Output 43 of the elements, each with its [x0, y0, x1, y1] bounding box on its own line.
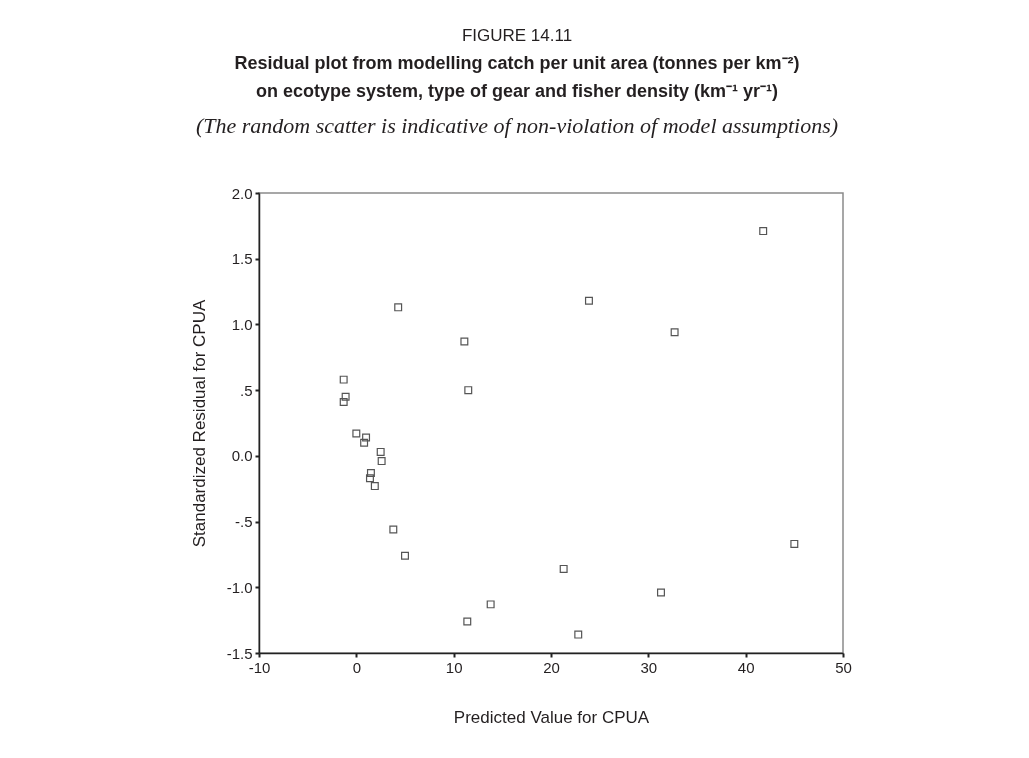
point: [339, 397, 348, 406]
point: [352, 429, 361, 438]
chart-subtitle: (The random scatter is indicative of non-violation of model assumptions): [195, 113, 839, 138]
x-axis-title: Predicted Value for CPUA: [453, 707, 650, 727]
point: [486, 600, 495, 609]
point: [670, 328, 679, 337]
y-tick-label: 0.0: [231, 447, 253, 465]
point: [559, 564, 568, 573]
y-tick-label: -.5: [234, 513, 253, 531]
point: [370, 482, 379, 491]
x-tick-label: 30: [640, 658, 658, 676]
point: [759, 227, 768, 236]
point: [376, 447, 385, 456]
point: [574, 630, 583, 639]
caption: FIGURE 14.11: [461, 26, 573, 45]
point: [394, 303, 403, 312]
y-tick-label: 2.0: [231, 184, 253, 202]
point: [463, 617, 472, 626]
x-tick-label: 10: [445, 658, 463, 676]
chart-title: Residual plot from modelling catch per unit area (tonnes per km⁻²) on ecotype system, type of gear and fisher density (km⁻¹ yr⁻¹): [234, 53, 800, 101]
x-tick-label: 40: [737, 658, 755, 676]
point: [790, 539, 799, 548]
point: [377, 457, 386, 466]
y-tick-label: 1.0: [231, 315, 253, 333]
point: [360, 438, 369, 447]
point: [401, 551, 409, 560]
y-tick-label: -1.0: [226, 578, 253, 596]
point: [657, 588, 665, 597]
point: [341, 392, 350, 401]
y-axis-title: Standardized Residual for CPUA: [189, 299, 209, 548]
point: [389, 525, 398, 534]
point: [460, 337, 469, 346]
y-tick-label: 1.5: [231, 250, 253, 268]
point: [365, 474, 374, 483]
x-tick-label: 20: [543, 658, 560, 676]
point: [339, 375, 348, 384]
point: [366, 468, 375, 477]
point: [464, 386, 473, 395]
x-tick-label: 50: [835, 658, 852, 676]
x-tick-label: 0: [352, 658, 362, 676]
point: [362, 433, 371, 442]
point: [584, 296, 593, 305]
y-tick-label: .5: [239, 381, 253, 399]
